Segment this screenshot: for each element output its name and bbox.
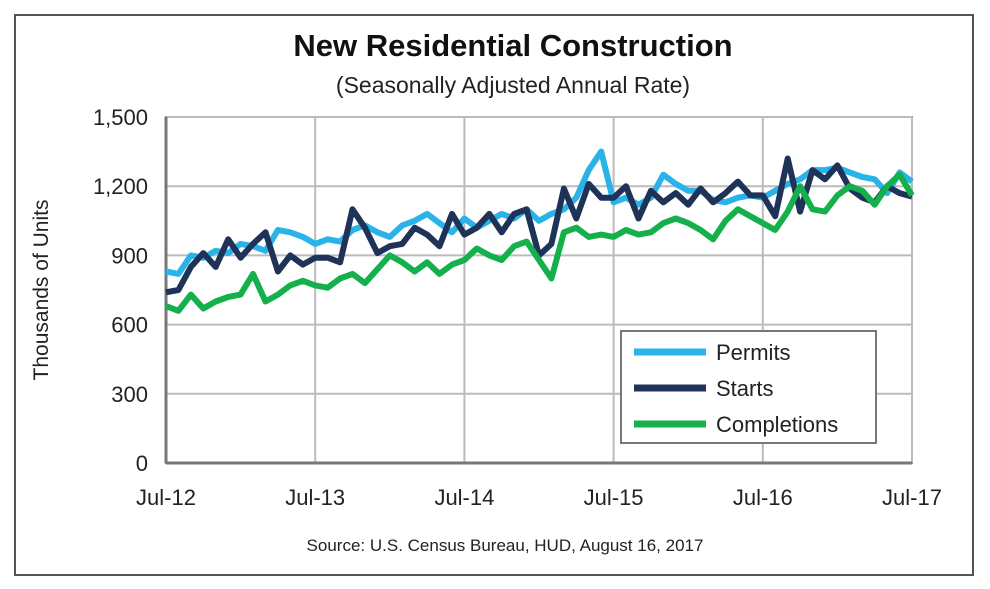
y-tick-label: 1,200 — [93, 174, 148, 199]
x-tick-label: Jul-17 — [882, 485, 942, 510]
y-tick-label: 0 — [136, 451, 148, 476]
legend-label: Completions — [716, 412, 838, 437]
legend-label: Permits — [716, 340, 791, 365]
chart-title: New Residential Construction — [293, 28, 732, 63]
y-tick-label: 900 — [111, 243, 148, 268]
x-tick-label: Jul-13 — [285, 485, 345, 510]
chart-subtitle: (Seasonally Adjusted Annual Rate) — [336, 72, 690, 98]
x-tick-label: Jul-12 — [136, 485, 196, 510]
series-line-completions — [164, 171, 915, 314]
legend: Permits Starts Completions — [620, 330, 877, 444]
x-tick-label: Jul-14 — [434, 485, 494, 510]
y-tick-label: 300 — [111, 382, 148, 407]
y-axis-label: Thousands of Units — [30, 200, 53, 381]
legend-label: Starts — [716, 376, 773, 401]
x-tick-label: Jul-16 — [733, 485, 793, 510]
chart-frame — [14, 14, 974, 576]
y-tick-label: 600 — [111, 313, 148, 338]
series-line-permits — [165, 148, 914, 277]
x-tick-label: Jul-15 — [584, 485, 644, 510]
source-note: Source: U.S. Census Bureau, HUD, August … — [307, 536, 704, 555]
y-tick-label: 1,500 — [93, 105, 148, 130]
